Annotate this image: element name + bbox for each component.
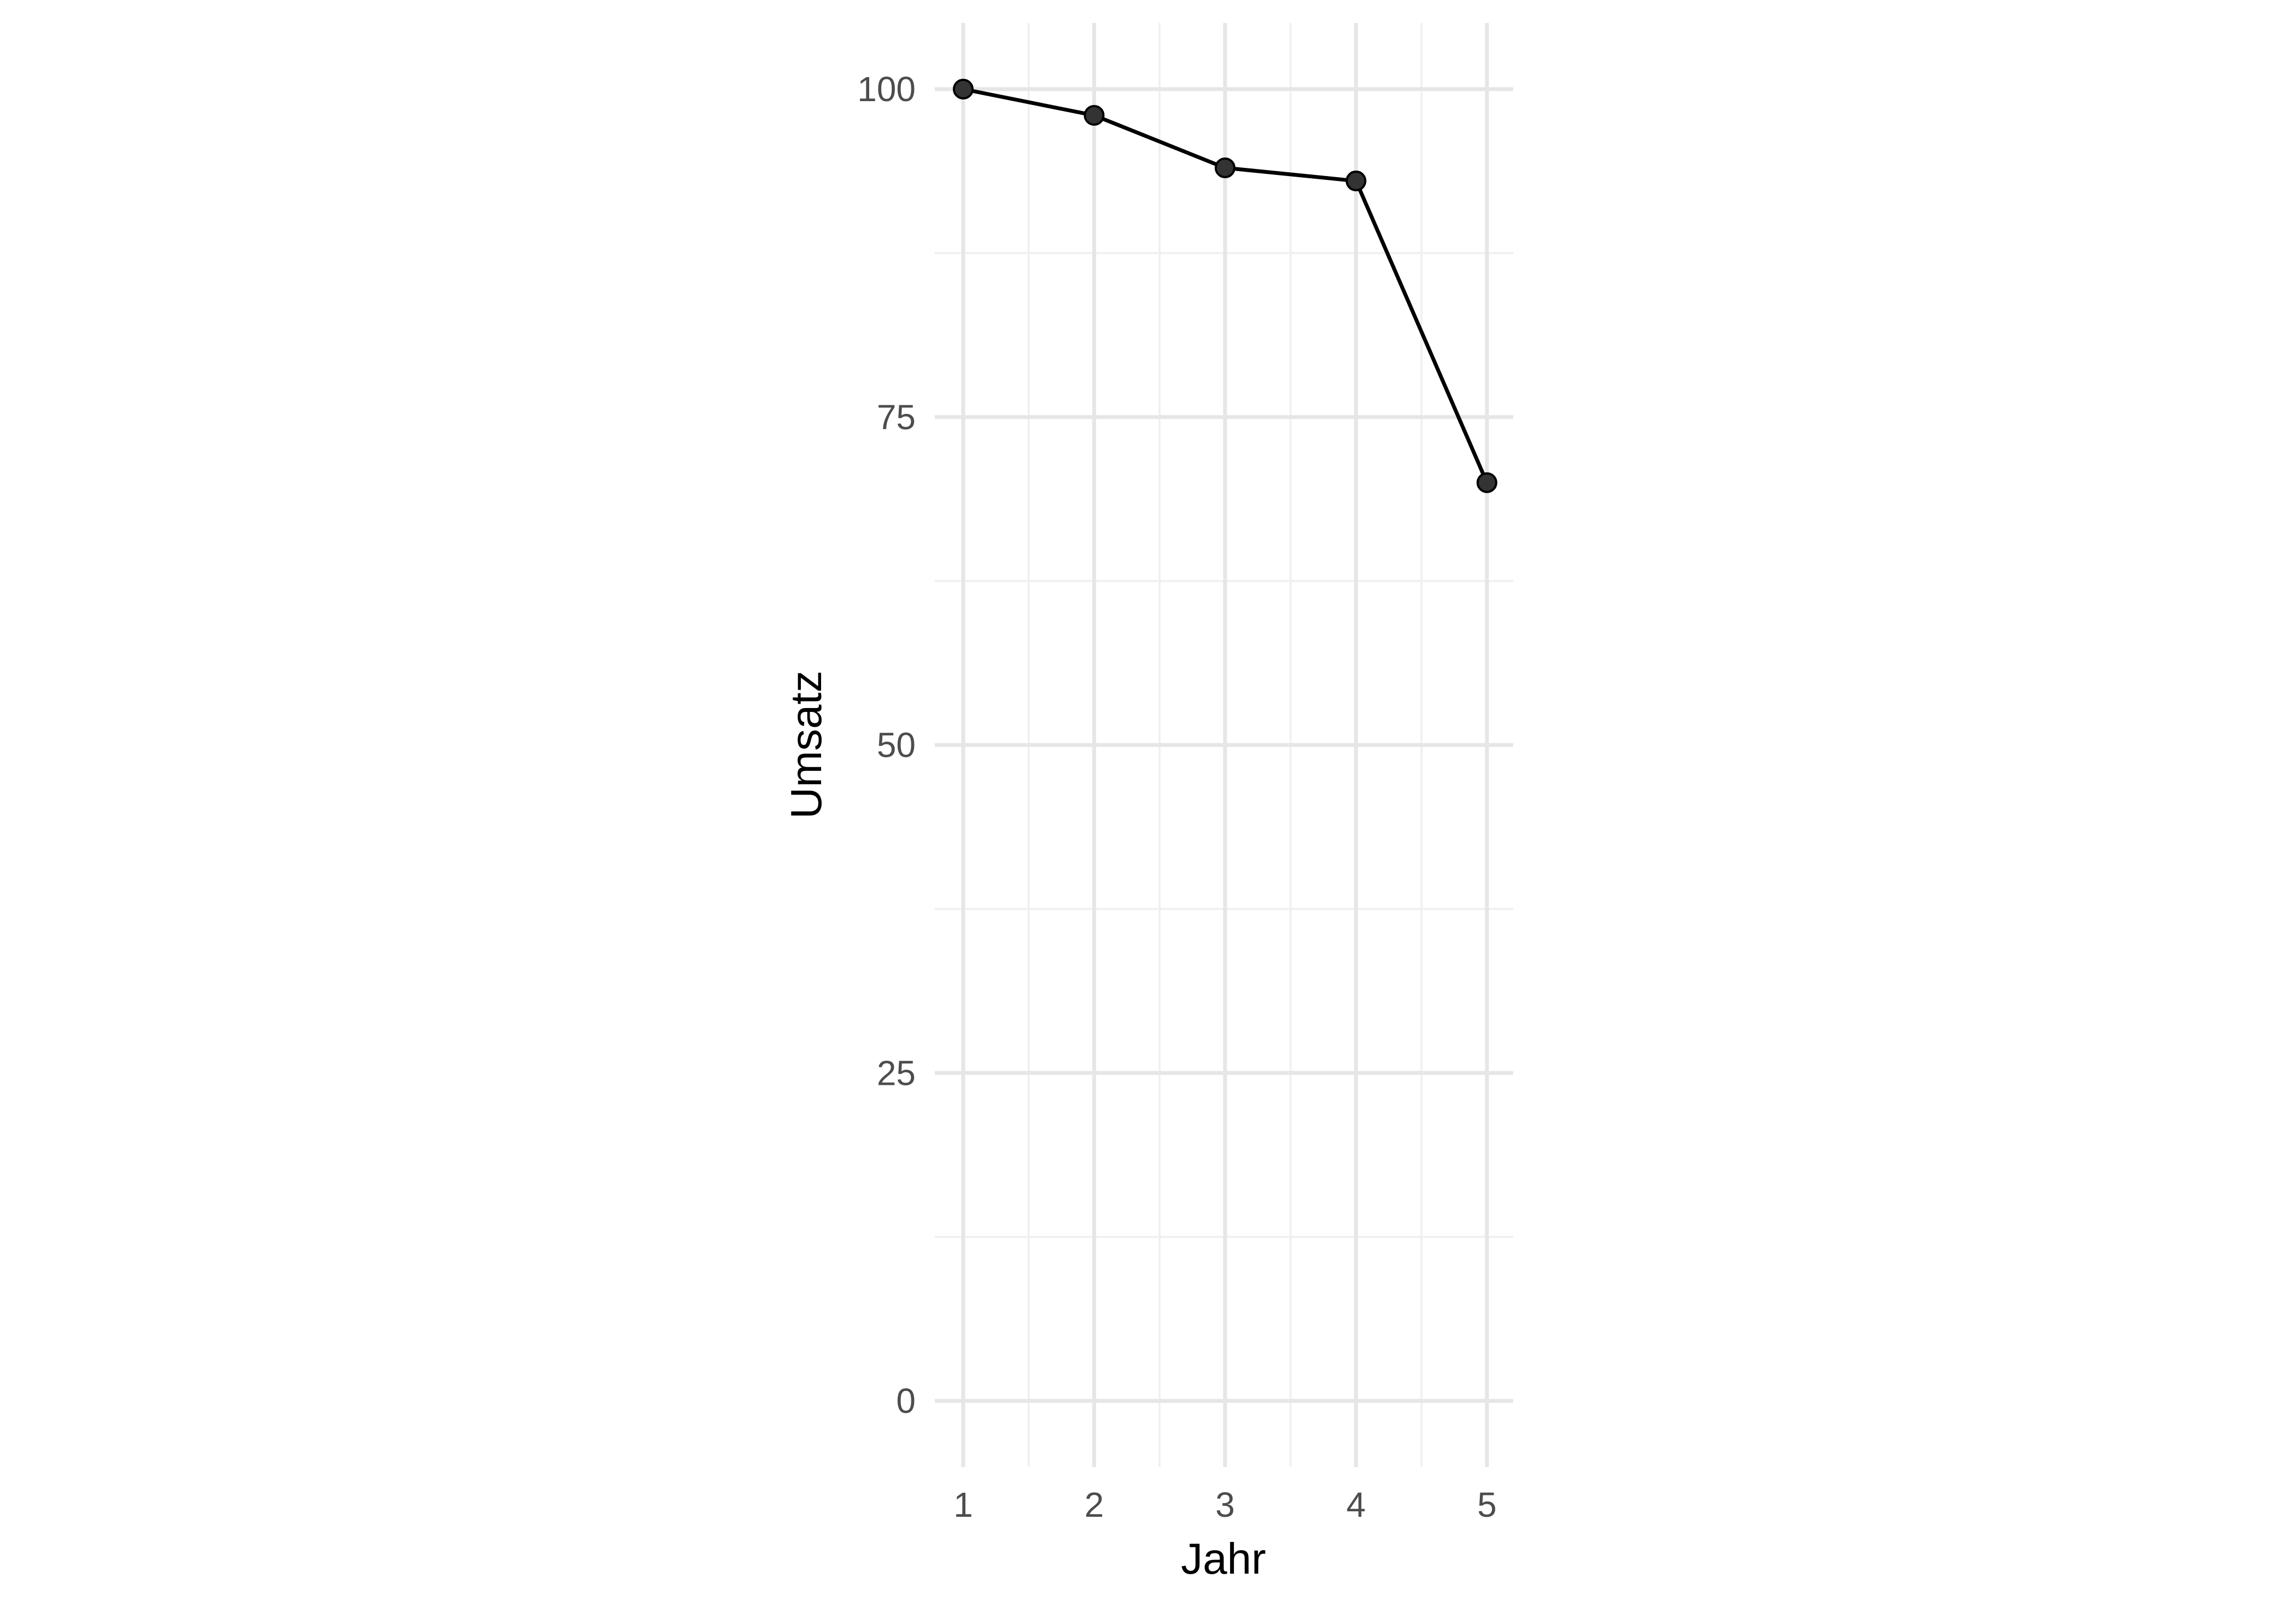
x-axis-title: Jahr	[1181, 1534, 1266, 1583]
y-axis-ticks: 0 25 50 75 100	[857, 69, 916, 1421]
x-tick-label: 5	[1477, 1485, 1497, 1524]
y-axis-title: Umsatz	[782, 670, 830, 819]
data-point	[1083, 104, 1105, 126]
data-point	[953, 79, 974, 100]
x-tick-label: 3	[1215, 1485, 1235, 1524]
series-layer	[953, 79, 1497, 493]
data-point	[1215, 157, 1235, 178]
data-point	[1477, 472, 1497, 493]
y-tick-label: 25	[877, 1053, 916, 1092]
x-axis-ticks: 1 2 3 4 5	[953, 1485, 1497, 1524]
y-tick-label: 50	[877, 726, 916, 765]
x-tick-label: 2	[1085, 1485, 1104, 1524]
x-tick-label: 4	[1346, 1485, 1366, 1524]
y-tick-label: 75	[877, 398, 916, 437]
y-tick-label: 0	[896, 1381, 916, 1421]
x-tick-label: 1	[953, 1485, 973, 1524]
y-tick-label: 100	[857, 69, 916, 109]
grid	[935, 23, 1513, 1467]
data-point	[1345, 170, 1367, 191]
